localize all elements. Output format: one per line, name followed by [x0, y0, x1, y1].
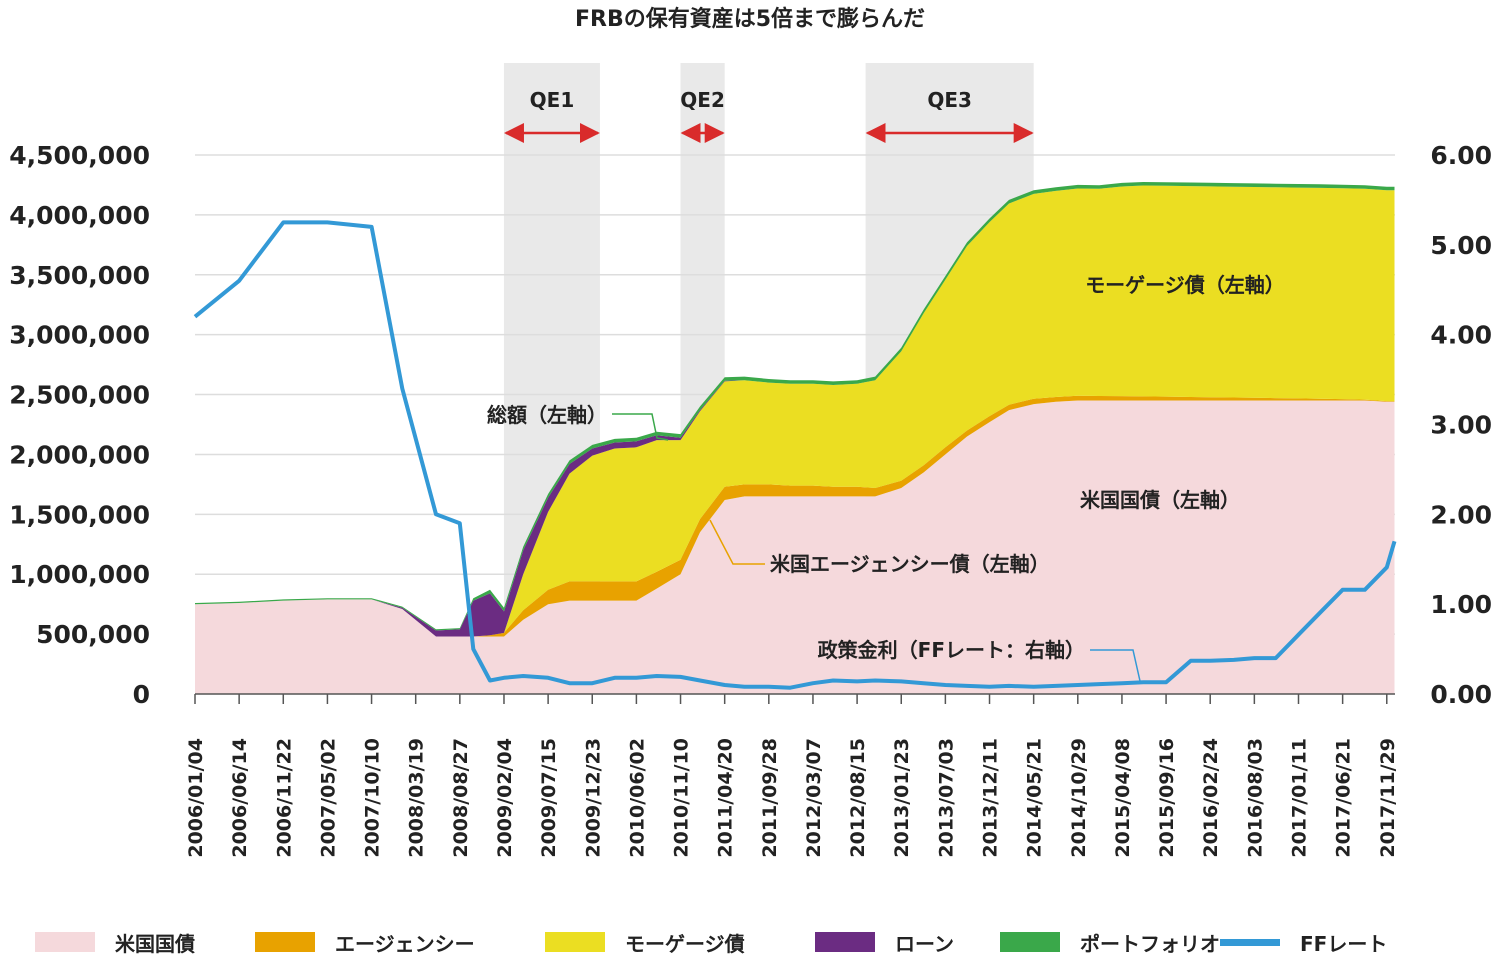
area-mbs	[195, 185, 1395, 637]
legend-label: モーゲージ債	[625, 932, 745, 956]
y-right-tick-label: 3.00	[1430, 411, 1492, 440]
legend-swatch-4	[815, 932, 875, 952]
ff-rate-line	[193, 220, 1397, 690]
x-tick-label: 2006/01/04	[185, 738, 207, 858]
legend-label: FFレート	[1300, 932, 1387, 956]
qe-label-3: QE3	[927, 88, 972, 112]
x-tick-label: 2013/01/23	[891, 738, 913, 858]
ff-rate-path	[193, 220, 1397, 690]
annotation-2: モーゲージ債（左軸）	[1085, 273, 1285, 297]
x-tick-label: 2015/09/16	[1156, 738, 1178, 858]
x-tick-label: 2007/10/10	[362, 738, 384, 858]
x-tick-label: 2008/03/19	[406, 738, 428, 858]
annotation-1: 総額（左軸）	[487, 403, 607, 427]
y-left-tick-label: 3,000,000	[9, 321, 150, 350]
area-treasury	[195, 400, 1395, 694]
qe-label-1: QE1	[530, 88, 575, 112]
area-series	[195, 182, 1395, 694]
y-right-tick-label: 0.00	[1430, 680, 1492, 709]
legend-swatch-2	[255, 932, 315, 952]
annotation-leader-1	[612, 413, 669, 441]
annotation-5: 政策金利（FFレート：右軸）	[818, 638, 1085, 662]
axes: 0 500,000 1,000,000 1,500,000 2,000,000 2,500…	[9, 141, 1492, 858]
annotation-3: 米国国債（左軸）	[1080, 488, 1240, 512]
x-tick-label: 2010/11/10	[671, 738, 693, 858]
y-right-tick-label: 6.00	[1430, 141, 1492, 170]
x-tick-label: 2014/05/21	[1024, 738, 1046, 858]
x-tick-label: 2008/08/27	[450, 738, 472, 858]
y-left-tick-label: 4,500,000	[9, 141, 150, 170]
y-left-tick-label: 500,000	[36, 620, 150, 649]
annotation-leader-5	[1090, 649, 1141, 682]
legend: 米国国債 エージェンシー モーゲージ債 ローン ポートフォリオ FFレート	[35, 932, 1387, 956]
legend-swatch-3	[545, 932, 605, 952]
x-tick-label: 2011/09/28	[759, 738, 781, 858]
x-tick-label: 2012/03/07	[803, 738, 825, 858]
legend-label: ローン	[895, 932, 954, 956]
x-tick-label: 2013/12/11	[980, 738, 1002, 858]
x-tick-label: 2016/02/24	[1200, 738, 1222, 858]
y-right-tick-label: 4.00	[1430, 321, 1492, 350]
annotations: 総額（左軸） モーゲージ債（左軸） 米国国債（左軸） 米国エージェンシー債（左軸） 政策…	[487, 273, 1285, 682]
y-left-tick-label: 4,000,000	[9, 201, 150, 230]
y-right-tick-label: 2.00	[1430, 500, 1492, 529]
legend-label: エージェンシー	[335, 932, 475, 956]
y-left-tick-label: 3,500,000	[9, 261, 150, 290]
y-left-tick-label: 0	[133, 680, 150, 709]
x-tick-label: 2009/12/23	[582, 738, 604, 858]
x-tick-label: 2015/04/08	[1112, 738, 1134, 858]
legend-label: ポートフォリオ	[1080, 932, 1220, 956]
x-tick-label: 2013/07/03	[935, 738, 957, 858]
y-left-tick-label: 1,500,000	[9, 500, 150, 529]
y-right-tick-label: 5.00	[1430, 231, 1492, 260]
x-tick-label: 2014/10/29	[1068, 738, 1090, 858]
y-left-tick-label: 2,500,000	[9, 381, 150, 410]
x-tick-label: 2006/06/14	[229, 738, 251, 858]
x-tick-label: 2011/04/20	[715, 738, 737, 858]
x-tick-label: 2017/01/11	[1289, 738, 1311, 858]
x-tick-label: 2016/08/03	[1244, 738, 1266, 858]
x-tick-label: 2009/07/15	[538, 738, 560, 858]
x-tick-label: 2012/08/15	[847, 738, 869, 858]
y-right-tick-label: 1.00	[1430, 590, 1492, 619]
annotation-leader-4	[709, 519, 765, 565]
chart-title: FRBの保有資産は5倍まで膨らんだ	[575, 6, 925, 32]
legend-label: 米国国債	[115, 932, 195, 956]
legend-swatch-5	[1000, 932, 1060, 952]
x-tick-label: 2017/06/21	[1333, 738, 1355, 858]
x-tick-label: 2009/02/04	[494, 738, 516, 858]
legend-swatch-1	[35, 932, 95, 952]
annotation-4: 米国エージェンシー債（左軸）	[770, 552, 1050, 576]
x-tick-label: 2010/06/02	[626, 738, 648, 858]
legend-swatch-ffrate	[1220, 939, 1280, 946]
y-left-tick-label: 1,000,000	[9, 560, 150, 589]
y-left-tick-label: 2,000,000	[9, 440, 150, 469]
x-tick-label: 2006/11/22	[273, 738, 295, 858]
x-tick-label: 2017/11/29	[1377, 738, 1399, 858]
qe-label-2: QE2	[680, 88, 725, 112]
x-tick-label: 2007/05/02	[317, 738, 339, 858]
